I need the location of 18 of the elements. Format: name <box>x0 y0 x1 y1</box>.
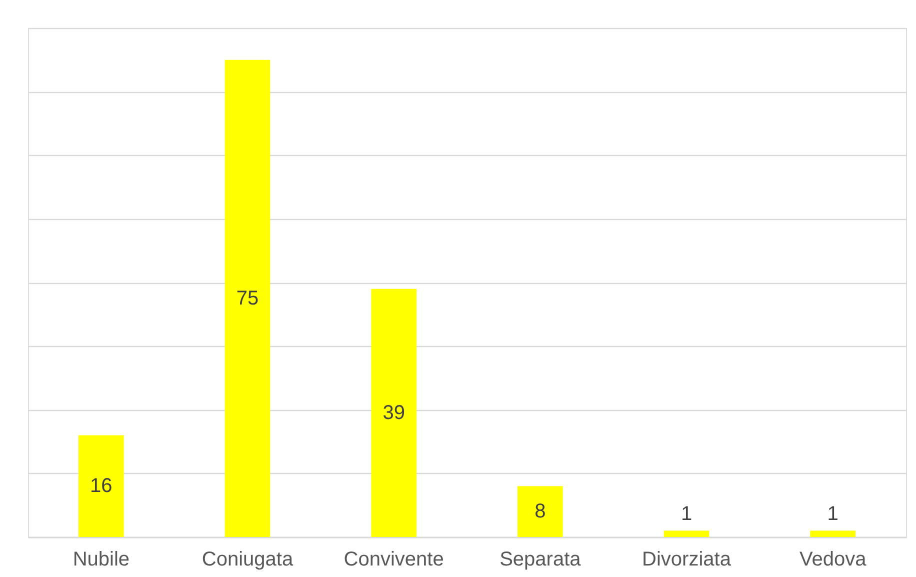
bar <box>224 60 270 537</box>
x-tick-label: Divorziata <box>642 548 732 570</box>
bar <box>371 288 417 537</box>
bar <box>517 486 563 537</box>
bar <box>664 530 710 537</box>
bar <box>78 435 124 537</box>
x-tick-label: Convivente <box>344 548 444 570</box>
data-label: 75 <box>236 287 259 310</box>
bar <box>810 530 856 537</box>
data-label: 1 <box>827 503 838 526</box>
data-label: 39 <box>382 402 405 424</box>
x-tick-label: Coniugata <box>202 548 294 570</box>
data-label: 1 <box>680 503 692 526</box>
data-label: 16 <box>90 475 112 498</box>
x-tick-label: Separata <box>500 548 582 570</box>
data-label: 8 <box>534 500 546 523</box>
x-tick-label: Vedova <box>799 548 868 570</box>
x-tick-label: Nubile <box>72 548 130 570</box>
